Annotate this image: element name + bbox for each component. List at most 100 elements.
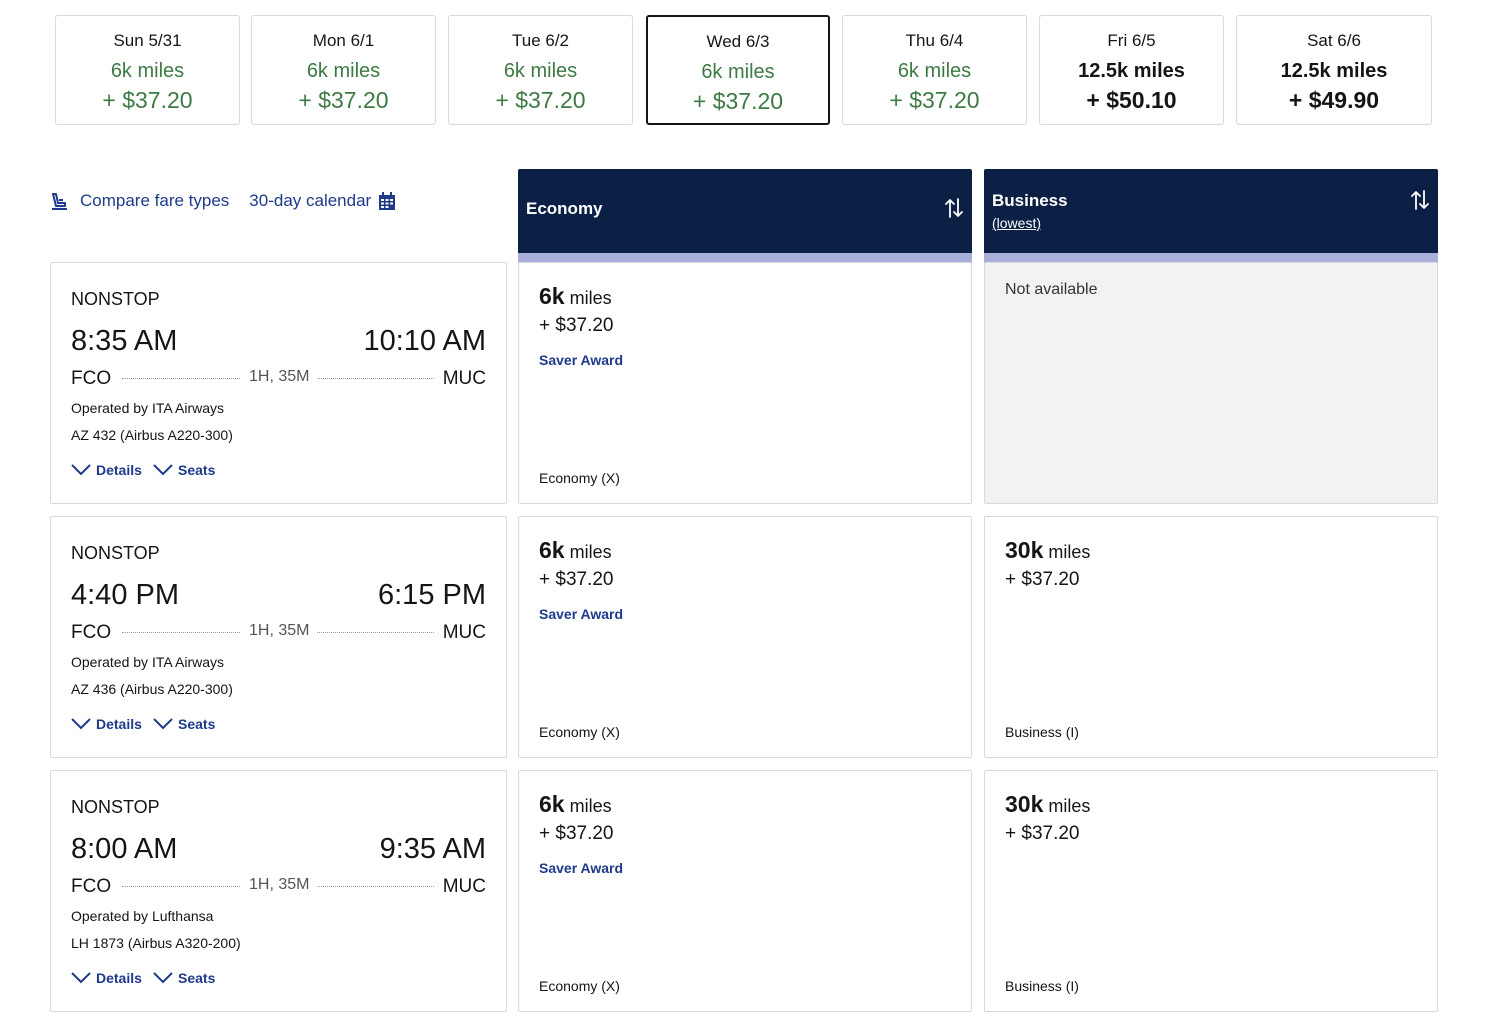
sort-arrows-icon[interactable] [1410, 189, 1430, 216]
arrival-time: 10:10 AM [363, 325, 486, 357]
date-miles: 6k miles [306, 60, 381, 82]
operator: Operated by ITA Airways [71, 654, 225, 670]
flight-card: NONSTOP 4:40 PM 6:15 PM FCO 1H, 35M MUC … [50, 516, 507, 758]
seats-label: Seats [178, 970, 216, 986]
seats-toggle[interactable]: Seats [153, 716, 215, 732]
saver-award-tag: Saver Award [539, 352, 624, 368]
date-miles: 12.5k miles [1280, 60, 1388, 82]
stops-label: NONSTOP [71, 797, 160, 817]
flight-equipment: AZ 436 (Airbus A220-300) [71, 681, 233, 697]
fare-class: Economy (X) [539, 724, 620, 740]
fare-tools: Compare fare types 30-day calendar [50, 188, 396, 214]
calendar-label: 30-day calendar [249, 191, 372, 210]
fare-price: + $37.20 [1005, 823, 1080, 844]
destination-code: MUC [442, 368, 486, 389]
business-fare-cell[interactable]: 30k miles + $37.20 Business (I) [984, 516, 1438, 758]
seats-toggle[interactable]: Seats [153, 462, 215, 478]
miles-amount: 30k [1005, 537, 1044, 563]
date-price: + $49.90 [1288, 87, 1380, 113]
origin-code: FCO [71, 876, 112, 897]
thirty-day-calendar-link[interactable]: 30-day calendar [249, 191, 396, 211]
economy-column-header[interactable]: Economy [518, 169, 972, 263]
date-miles: 6k miles [701, 61, 775, 83]
miles-unit: miles [569, 288, 612, 308]
date-label: Thu 6/4 [905, 31, 964, 50]
details-toggle[interactable]: Details [71, 970, 142, 986]
business-column-header[interactable]: Business (lowest) [984, 169, 1438, 263]
business-lowest-link[interactable]: (lowest) [992, 215, 1042, 231]
chevron-down-icon [71, 464, 91, 476]
date-card[interactable]: Mon 6/1 6k miles + $37.20 [251, 15, 436, 125]
arrival-time: 6:15 PM [378, 579, 486, 611]
date-label: Mon 6/1 [312, 31, 375, 50]
calendar-icon [378, 191, 396, 211]
flight-equipment: AZ 432 (Airbus A220-300) [71, 427, 233, 443]
date-card[interactable]: Sat 6/6 12.5k miles + $49.90 [1236, 15, 1432, 125]
chevron-down-icon [71, 718, 91, 730]
route-line [122, 378, 240, 379]
route-line [122, 886, 240, 887]
date-card-selected[interactable]: Wed 6/3 6k miles + $37.20 [646, 15, 830, 125]
route-line [317, 378, 434, 379]
details-label: Details [96, 462, 142, 478]
economy-fare-cell[interactable]: 6k miles + $37.20 Saver Award Economy (X… [518, 770, 972, 1012]
date-label: Sun 5/31 [113, 31, 182, 50]
fare-price: + $37.20 [539, 823, 614, 844]
fare-class: Economy (X) [539, 978, 620, 994]
miles-unit: miles [569, 542, 612, 562]
departure-time: 8:00 AM [71, 833, 178, 865]
sort-arrows-icon[interactable] [944, 197, 964, 224]
business-fare-cell-unavailable: Not available [984, 262, 1438, 504]
economy-fare-cell[interactable]: 6k miles + $37.20 Saver Award Economy (X… [518, 516, 972, 758]
date-label: Tue 6/2 [511, 31, 570, 50]
flight-card: NONSTOP 8:00 AM 9:35 AM FCO 1H, 35M MUC … [50, 770, 507, 1012]
departure-time: 8:35 AM [71, 325, 178, 357]
miles-amount: 6k [539, 537, 565, 563]
date-label: Wed 6/3 [706, 32, 770, 51]
duration: 1H, 35M [249, 622, 310, 639]
stops-label: NONSTOP [71, 543, 160, 563]
details-label: Details [96, 716, 142, 732]
date-price: + $37.20 [889, 87, 980, 113]
duration: 1H, 35M [249, 368, 310, 385]
saver-award-tag: Saver Award [539, 606, 624, 622]
flight-card: NONSTOP 8:35 AM 10:10 AM FCO 1H, 35M MUC… [50, 262, 507, 504]
chevron-down-icon [153, 718, 173, 730]
fare-miles: 30k miles [1005, 791, 1090, 818]
business-fare-cell[interactable]: 30k miles + $37.20 Business (I) [984, 770, 1438, 1012]
compare-fare-types-link[interactable]: Compare fare types [50, 191, 229, 211]
fare-miles: 6k miles [539, 791, 612, 818]
arrival-time: 9:35 AM [379, 833, 486, 865]
date-card[interactable]: Thu 6/4 6k miles + $37.20 [842, 15, 1027, 125]
economy-header-title: Economy [526, 199, 603, 218]
chevron-down-icon [153, 464, 173, 476]
fare-class: Business (I) [1005, 978, 1079, 994]
compare-fare-types-label: Compare fare types [80, 191, 230, 210]
seats-toggle[interactable]: Seats [153, 970, 215, 986]
details-toggle[interactable]: Details [71, 462, 142, 478]
chevron-down-icon [71, 972, 91, 984]
fare-price: + $37.20 [539, 569, 614, 590]
date-card[interactable]: Sun 5/31 6k miles + $37.20 [55, 15, 240, 125]
date-card[interactable]: Tue 6/2 6k miles + $37.20 [448, 15, 633, 125]
date-price: + $37.20 [102, 87, 193, 113]
date-label: Fri 6/5 [1107, 31, 1156, 50]
departure-time: 4:40 PM [71, 579, 179, 611]
date-card[interactable]: Fri 6/5 12.5k miles + $50.10 [1039, 15, 1224, 125]
seat-icon [50, 192, 69, 211]
fare-class: Economy (X) [539, 470, 620, 486]
date-price: + $37.20 [495, 87, 586, 113]
route-line [122, 632, 240, 633]
fare-miles: 6k miles [539, 537, 612, 564]
fare-class: Business (I) [1005, 724, 1079, 740]
fare-miles: 6k miles [539, 283, 612, 310]
miles-unit: miles [1048, 796, 1091, 816]
origin-code: FCO [71, 622, 112, 643]
saver-award-tag: Saver Award [539, 860, 624, 876]
details-toggle[interactable]: Details [71, 716, 142, 732]
not-available-label: Not available [1005, 281, 1098, 298]
seats-label: Seats [178, 462, 216, 478]
fare-miles: 30k miles [1005, 537, 1090, 564]
economy-fare-cell[interactable]: 6k miles + $37.20 Saver Award Economy (X… [518, 262, 972, 504]
date-miles: 6k miles [110, 60, 185, 82]
